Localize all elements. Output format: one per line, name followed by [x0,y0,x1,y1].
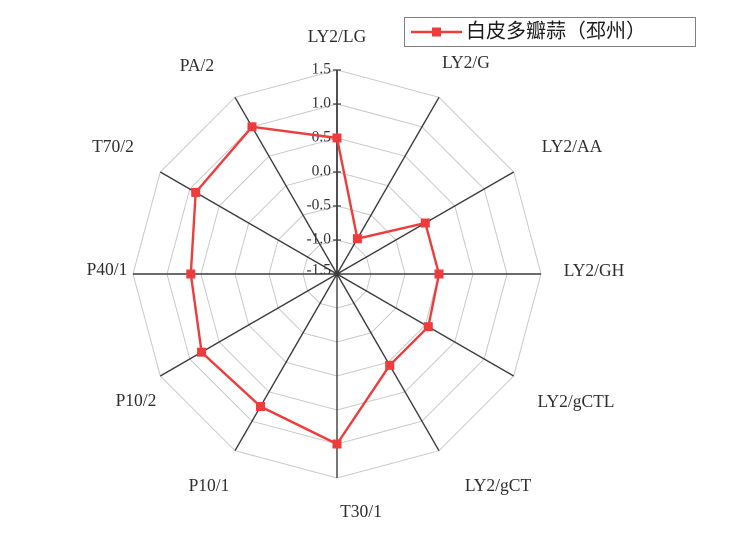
data-point-marker [352,234,362,244]
radial-tick-label: 0.0 [312,163,332,180]
series-group [186,122,444,449]
axis-spoke [336,96,440,275]
axis-label: P10/1 [189,475,230,495]
radial-tick-label: 1.0 [312,95,332,112]
axis-label: LY2/AA [542,136,603,156]
axis-label: LY2/G [442,52,490,72]
axis-label: P40/1 [87,259,128,279]
data-point-marker [191,187,201,197]
data-point-marker [256,402,265,411]
data-point-marker [434,269,444,279]
legend-marker-icon [432,27,441,37]
axis-label: T70/2 [92,136,134,156]
axis-label: LY2/gCT [465,475,532,495]
radial-tick-label: 1.5 [312,61,332,78]
data-point-marker [186,269,196,279]
data-point-marker [197,347,207,357]
axis-spoke [159,273,338,377]
legend-label: 白皮多瓣蒜（邳州） [466,20,646,43]
data-point-marker [332,133,342,143]
data-point-marker [420,218,430,228]
axis-label: T30/1 [340,501,382,521]
axis-label: LY2/gCTL [538,391,615,411]
axis-label: P10/2 [116,390,157,410]
axis-spoke [234,273,338,452]
radial-tick-label: -0.5 [306,197,331,214]
radial-tick-label: -1.5 [306,262,331,279]
data-point-marker [423,322,433,332]
axis-label: LY2/GH [564,260,625,280]
axis-labels: LY2/LG LY2/G LY2/AA LY2/GH LY2/gCTL LY2/gCT T3… [87,26,625,521]
data-point-marker [332,439,342,449]
axis-label: PA/2 [180,55,214,75]
axis-spoke [159,171,338,275]
radial-tick-label: -1.0 [306,231,331,248]
radial-ticks: 1.51.00.50.0-0.5-1.0-1.5 [306,61,341,279]
data-point-marker [247,122,257,132]
legend: 白皮多瓣蒜（邳州） [404,17,696,47]
data-point-marker [385,360,395,370]
axis-label: LY2/LG [308,26,367,46]
